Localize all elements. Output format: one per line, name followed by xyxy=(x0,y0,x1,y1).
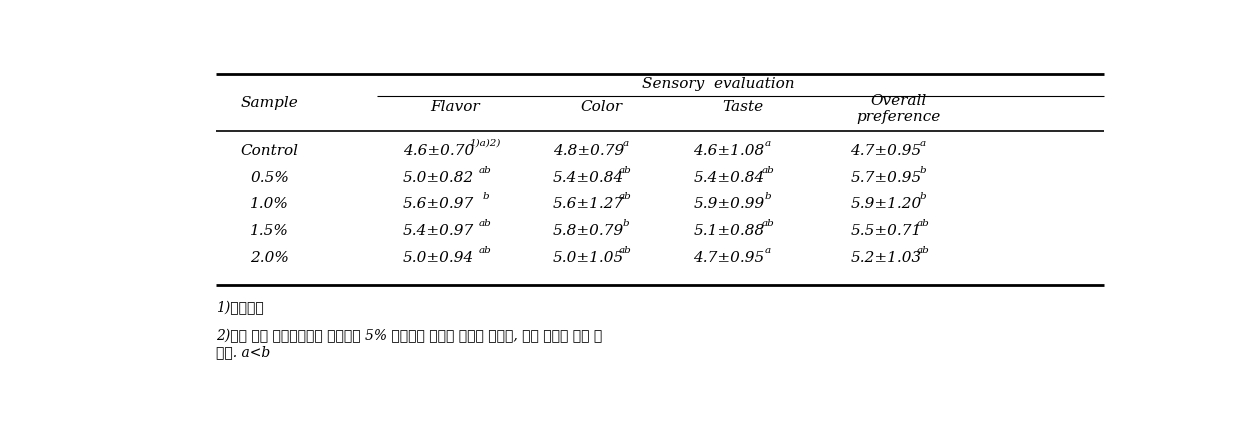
Text: ab: ab xyxy=(917,246,929,255)
Text: 2.0%: 2.0% xyxy=(251,251,290,265)
Text: Flavor: Flavor xyxy=(431,99,480,113)
Text: 5.8±0.79: 5.8±0.79 xyxy=(553,224,624,238)
Text: 1.5%: 1.5% xyxy=(251,224,290,238)
Text: 4.8±0.79: 4.8±0.79 xyxy=(553,144,624,158)
Text: 5.0±0.82: 5.0±0.82 xyxy=(403,171,475,184)
Text: 5.6±1.27: 5.6±1.27 xyxy=(553,198,624,212)
Text: 4.6±0.70: 4.6±0.70 xyxy=(403,144,475,158)
Text: 1.0%: 1.0% xyxy=(251,198,290,212)
Text: 4.7±0.95: 4.7±0.95 xyxy=(694,251,764,265)
Text: b: b xyxy=(765,193,772,201)
Text: 1)표준편차: 1)표준편차 xyxy=(217,301,263,315)
Text: 4.6±1.08: 4.6±1.08 xyxy=(694,144,764,158)
Text: 2)유의 수준 표준편차동일 알파벳은 5% 수준에서 유의적 차이가 없으며, 평가 항목에 따른 통
계임. a<b: 2)유의 수준 표준편차동일 알파벳은 5% 수준에서 유의적 차이가 없으며,… xyxy=(217,329,602,359)
Text: ab: ab xyxy=(478,166,492,175)
Text: 5.7±0.95: 5.7±0.95 xyxy=(850,171,922,184)
Text: a: a xyxy=(920,139,927,148)
Text: 5.0±0.94: 5.0±0.94 xyxy=(403,251,475,265)
Text: 5.4±0.84: 5.4±0.84 xyxy=(694,171,764,184)
Text: ab: ab xyxy=(478,219,492,228)
Text: 5.5±0.71: 5.5±0.71 xyxy=(850,224,922,238)
Text: 4.7±0.95: 4.7±0.95 xyxy=(850,144,922,158)
Text: ab: ab xyxy=(619,246,632,255)
Text: b: b xyxy=(482,193,488,201)
Text: a: a xyxy=(622,139,628,148)
Text: 5.9±0.99: 5.9±0.99 xyxy=(694,198,764,212)
Text: b: b xyxy=(622,219,628,228)
Text: ab: ab xyxy=(478,246,492,255)
Text: ab: ab xyxy=(917,219,929,228)
Text: 5.6±0.97: 5.6±0.97 xyxy=(403,198,475,212)
Text: 5.2±1.03: 5.2±1.03 xyxy=(850,251,922,265)
Text: 5.0±1.05: 5.0±1.05 xyxy=(553,251,624,265)
Text: ab: ab xyxy=(762,166,774,175)
Text: 1)a)2): 1)a)2) xyxy=(470,139,501,148)
Text: 0.5%: 0.5% xyxy=(251,171,290,184)
Text: Sensory  evaluation: Sensory evaluation xyxy=(642,77,794,91)
Text: Taste: Taste xyxy=(723,99,763,113)
Text: b: b xyxy=(920,166,927,175)
Text: 5.9±1.20: 5.9±1.20 xyxy=(850,198,922,212)
Text: a: a xyxy=(765,246,772,255)
Text: 5.4±0.84: 5.4±0.84 xyxy=(553,171,624,184)
Text: Color: Color xyxy=(580,99,622,113)
Text: 5.4±0.97: 5.4±0.97 xyxy=(403,224,475,238)
Text: ab: ab xyxy=(762,219,774,228)
Text: Overall
preference: Overall preference xyxy=(857,94,940,125)
Text: b: b xyxy=(920,193,927,201)
Text: 5.1±0.88: 5.1±0.88 xyxy=(694,224,764,238)
Text: Sample: Sample xyxy=(240,96,298,111)
Text: ab: ab xyxy=(619,193,632,201)
Text: ab: ab xyxy=(619,166,632,175)
Text: a: a xyxy=(765,139,772,148)
Text: Control: Control xyxy=(240,144,298,158)
